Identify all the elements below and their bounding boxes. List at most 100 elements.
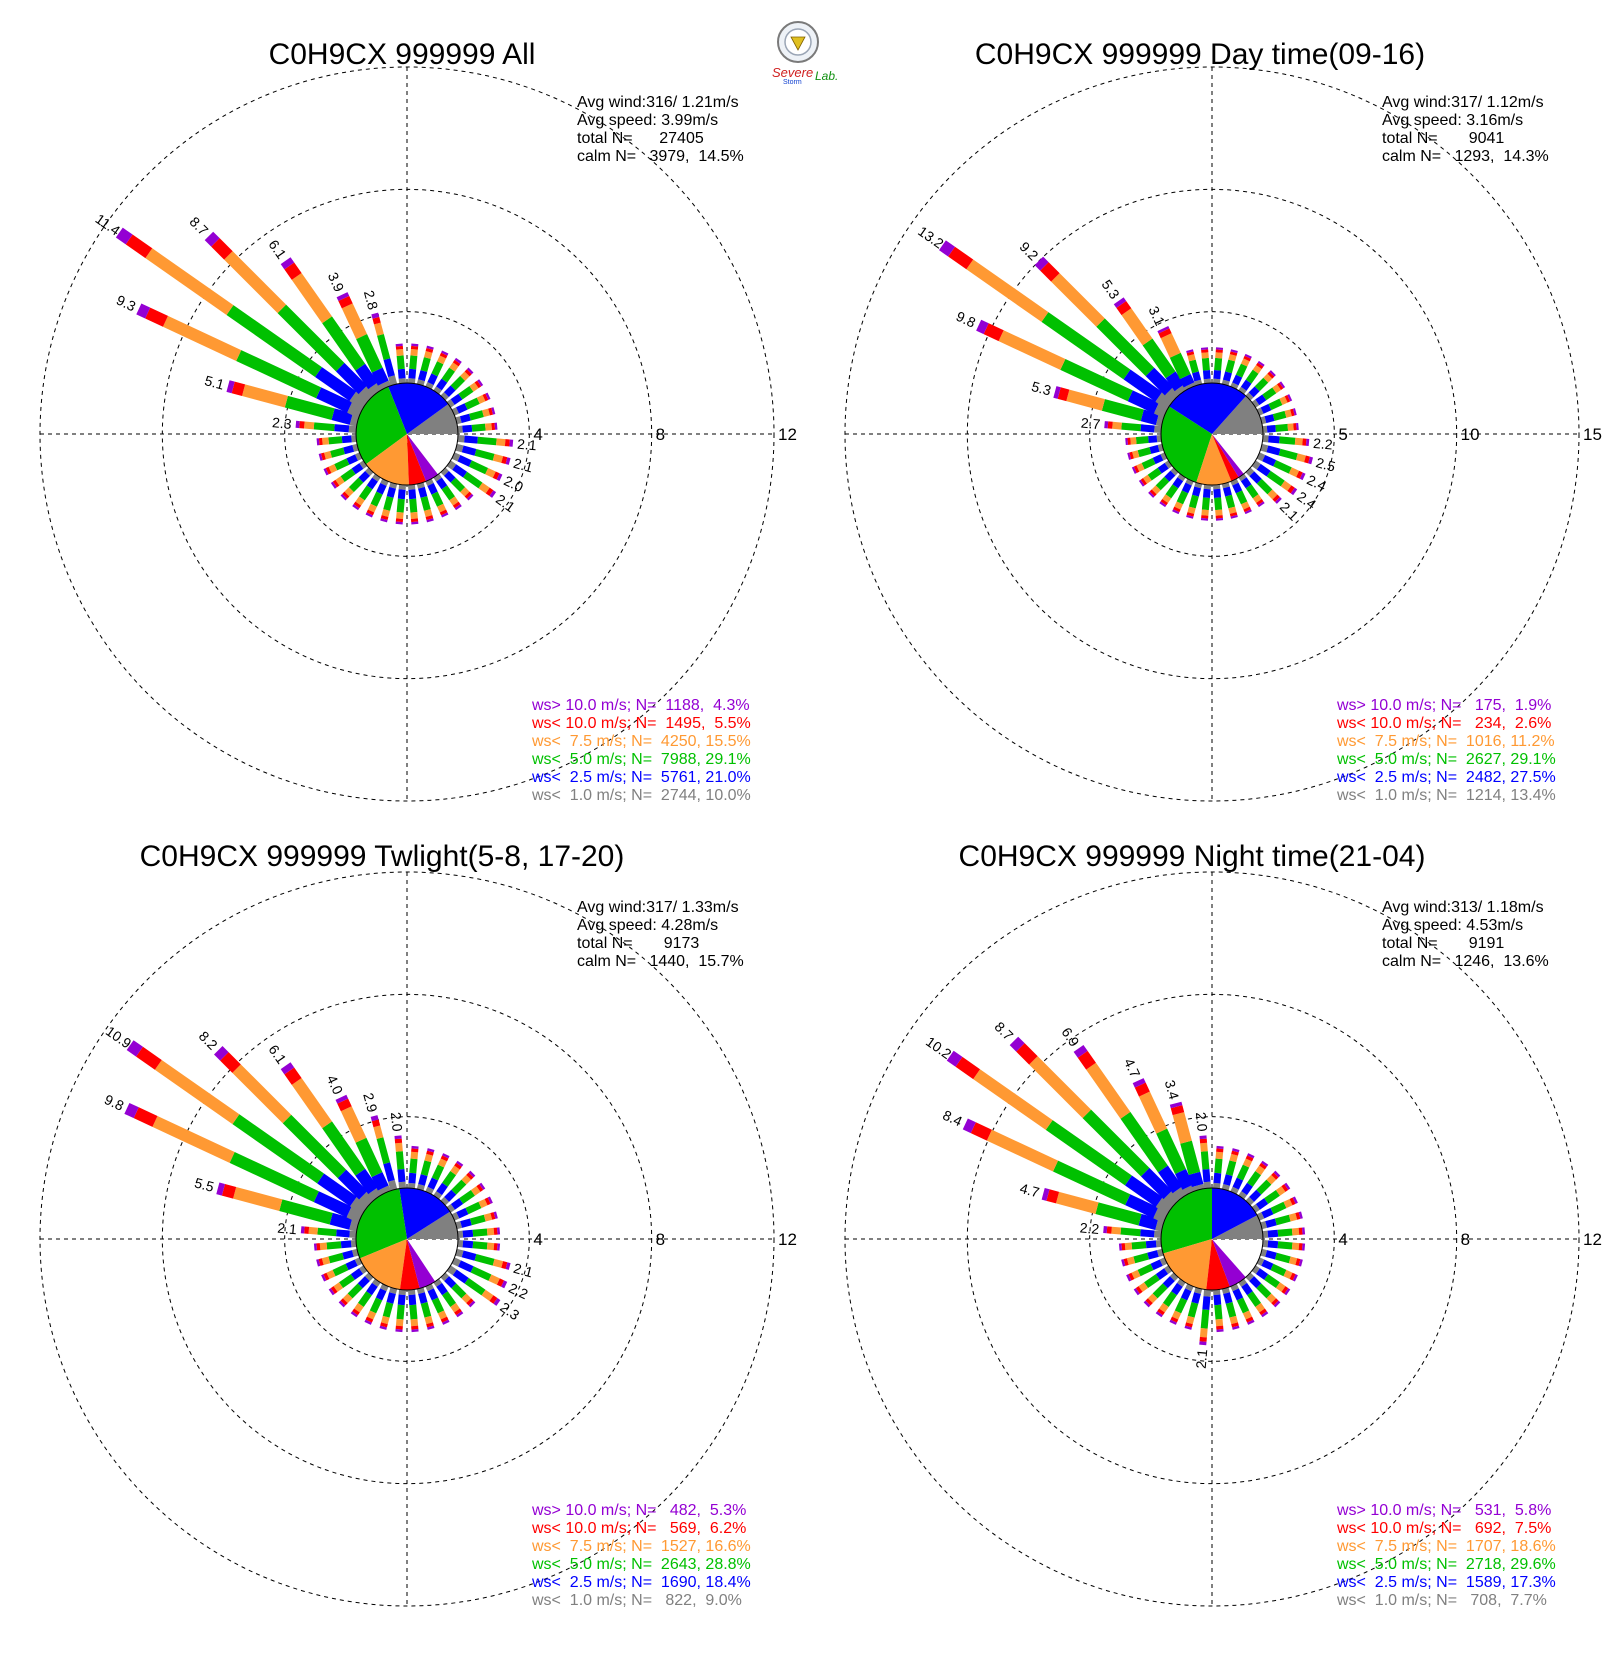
petal-segment-ws-lt-2-5 [1252, 1279, 1259, 1286]
petal-segment-ws-lt-10 [1233, 352, 1234, 355]
petal-segment-ws-lt-1 [367, 1275, 371, 1279]
petal-segment-ws-lt-2-5 [379, 485, 383, 494]
petal-segment-ws-lt-1 [349, 1212, 361, 1217]
petal-segment-ws-gt-10 [503, 1284, 506, 1285]
petal-segment-ws-lt-7-5 [1144, 1094, 1161, 1131]
petal-segment-ws-lt-2-5 [1263, 1211, 1272, 1215]
petal-segment-ws-gt-10 [218, 1188, 224, 1189]
petal-segment-ws-gt-10 [1309, 460, 1312, 461]
petal-segment-ws-gt-10 [942, 245, 951, 251]
petal-segment-ws-lt-10 [986, 329, 1001, 336]
petal-segment-ws-lt-5 [1250, 1293, 1258, 1305]
petal-segment-ws-lt-5 [1186, 1142, 1194, 1173]
petal-segment-ws-lt-1 [1180, 388, 1183, 393]
petal-segment-ws-gt-10 [375, 314, 376, 318]
petal-segment-ws-lt-7-5 [487, 1246, 494, 1247]
petal-segment-ws-lt-7-5 [1256, 496, 1259, 501]
petal-segment-ws-lt-7-5 [377, 323, 380, 334]
petal-segment-ws-lt-2-5 [412, 1173, 413, 1183]
petal-segment-ws-lt-1 [1198, 381, 1199, 385]
petal-segment-ws-lt-2-5 [1268, 1233, 1278, 1234]
petal-segment-ws-lt-7-5 [1269, 1296, 1274, 1301]
petal-segment-ws-lt-7-5 [487, 1231, 494, 1232]
panel-title: C0H9CX 999999 Twlight(5-8, 17-20) [140, 840, 625, 873]
petal-segment-ws-lt-5 [1143, 461, 1154, 466]
petal-segment-ws-lt-5 [1192, 496, 1195, 508]
petal-segment-ws-lt-7-5 [1150, 1296, 1155, 1301]
petal-segment-ws-gt-10 [317, 1262, 319, 1263]
petal-label: 3.1 [1146, 304, 1169, 329]
petal-segment-ws-lt-1 [1241, 1193, 1244, 1197]
petal-segment-ws-lt-2-5 [1268, 439, 1279, 440]
legend-ws-lt-2-5: ws< 2.5 m/s; N= 2482, 27.5% [1336, 769, 1556, 786]
petal-segment-ws-lt-7-5 [165, 321, 238, 355]
petal-segment-ws-lt-10 [1083, 1054, 1091, 1066]
petal-segment-ws-lt-10 [1189, 1323, 1190, 1326]
petal-segment-ws-lt-5 [1278, 1232, 1292, 1233]
petal-segment-ws-lt-10 [343, 1101, 347, 1109]
petal-segment-ws-lt-5 [373, 1299, 379, 1312]
petal-segment-ws-lt-10 [443, 354, 444, 357]
petal-segment-ws-lt-5 [1259, 481, 1270, 492]
petal-segment-ws-lt-5 [424, 497, 427, 510]
petal-segment-ws-lt-2-5 [1227, 1175, 1230, 1185]
petal-segment-ws-lt-1 [429, 480, 431, 484]
petal-segment-ws-lt-10 [1291, 412, 1294, 413]
petal-segment-ws-lt-5 [1266, 1277, 1278, 1285]
petal-segment-ws-lt-10 [327, 470, 330, 471]
petal-segment-ws-lt-7-5 [1145, 478, 1150, 481]
petal-segment-ws-lt-7-5 [1290, 471, 1297, 474]
petal-label: 2.2 [506, 1280, 531, 1303]
petal-segment-ws-gt-10 [341, 1303, 343, 1305]
petal-segment-ws-lt-10 [129, 239, 149, 253]
petal-segment-ws-lt-5 [343, 471, 354, 479]
stat-calm-n: calm N= 3979, 14.5% [577, 148, 744, 165]
petal-segment-ws-lt-10 [1275, 497, 1278, 500]
petal-segment-ws-lt-2-5 [1259, 467, 1269, 474]
petal-segment-ws-gt-10 [1276, 1173, 1278, 1175]
petal-segment-ws-lt-5 [467, 1205, 480, 1211]
petal-segment-ws-lt-5 [435, 1166, 441, 1179]
petal-label: 2.3 [272, 414, 293, 432]
petal-segment-ws-lt-10 [1283, 1187, 1286, 1189]
petal-segment-ws-lt-1 [1157, 419, 1162, 420]
petal-segment-ws-lt-10 [1190, 352, 1191, 355]
petal-segment-ws-lt-7-5 [1290, 1260, 1297, 1262]
petal-segment-ws-lt-7-5 [1125, 1246, 1132, 1247]
petal-segment-ws-gt-10 [323, 1277, 325, 1278]
petal-segment-ws-lt-5 [380, 1138, 387, 1163]
petal-segment-ws-lt-10 [1274, 1175, 1276, 1177]
petal-segment-ws-lt-5 [413, 356, 414, 369]
petal-label: 9.3 [114, 292, 139, 315]
petal-segment-ws-lt-1 [1197, 1288, 1198, 1293]
petal-segment-ws-lt-2-5 [1195, 1293, 1198, 1303]
petal-segment-ws-lt-2-5 [1251, 389, 1257, 395]
petal-label: 8.4 [940, 1107, 965, 1130]
petal-segment-ws-lt-1 [1173, 470, 1176, 473]
petal-segment-ws-gt-10 [1138, 1081, 1140, 1085]
petal-segment-ws-lt-1 [1180, 1281, 1183, 1285]
petal-segment-ws-lt-7-5 [1278, 1285, 1284, 1289]
petal-segment-ws-lt-2-5 [1217, 1173, 1218, 1183]
petal-segment-ws-lt-5 [1204, 1151, 1206, 1169]
petal-segment-ws-lt-1 [1241, 1281, 1244, 1285]
petal-segment-ws-lt-7-5 [1162, 1305, 1166, 1311]
petal-segment-ws-lt-5 [1134, 1256, 1148, 1260]
petal-segment-ws-lt-10 [1289, 488, 1292, 490]
petal-segment-ws-lt-10 [1247, 508, 1248, 511]
petal-segment-ws-lt-10 [444, 1318, 445, 1321]
petal-segment-ws-lt-1 [449, 1268, 455, 1272]
petal-segment-ws-lt-5 [1229, 361, 1232, 373]
petal-segment-ws-lt-2-5 [390, 488, 392, 497]
petal-segment-ws-lt-7-5 [490, 1278, 498, 1282]
petal-segment-ws-lt-2-5 [412, 490, 413, 499]
petal-segment-ws-gt-10 [1159, 1313, 1160, 1315]
petal-segment-ws-gt-10 [1162, 503, 1163, 505]
petal-segment-ws-lt-10 [289, 266, 296, 277]
petal-segment-ws-lt-2-5 [431, 1290, 435, 1299]
petal-segment-ws-lt-2-5 [421, 488, 423, 497]
petal-segment-ws-gt-10 [1277, 499, 1279, 501]
petal-segment-ws-gt-10 [325, 471, 327, 472]
petal-segment-ws-lt-2-5 [1150, 448, 1158, 450]
